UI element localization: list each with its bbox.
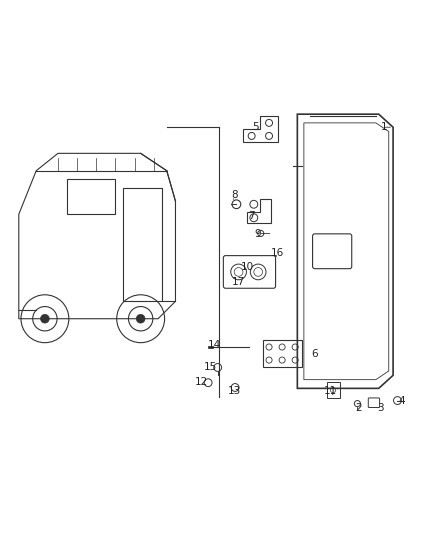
Text: 13: 13: [228, 385, 241, 395]
Circle shape: [136, 314, 145, 323]
Text: 8: 8: [231, 190, 237, 200]
Text: 5: 5: [253, 122, 259, 132]
Text: 9: 9: [255, 229, 261, 239]
Text: 17: 17: [232, 277, 245, 287]
Text: 15: 15: [204, 361, 217, 372]
Text: 10: 10: [241, 262, 254, 271]
Text: 14: 14: [208, 340, 221, 350]
Text: 6: 6: [311, 349, 318, 359]
Text: 1: 1: [381, 122, 388, 132]
Text: 16: 16: [271, 248, 284, 259]
Text: 11: 11: [323, 385, 337, 395]
Text: 3: 3: [377, 403, 383, 413]
Text: 4: 4: [399, 397, 405, 407]
Circle shape: [41, 314, 49, 323]
Text: 7: 7: [248, 212, 255, 221]
Text: 12: 12: [195, 377, 208, 387]
Text: 2: 2: [355, 403, 362, 413]
